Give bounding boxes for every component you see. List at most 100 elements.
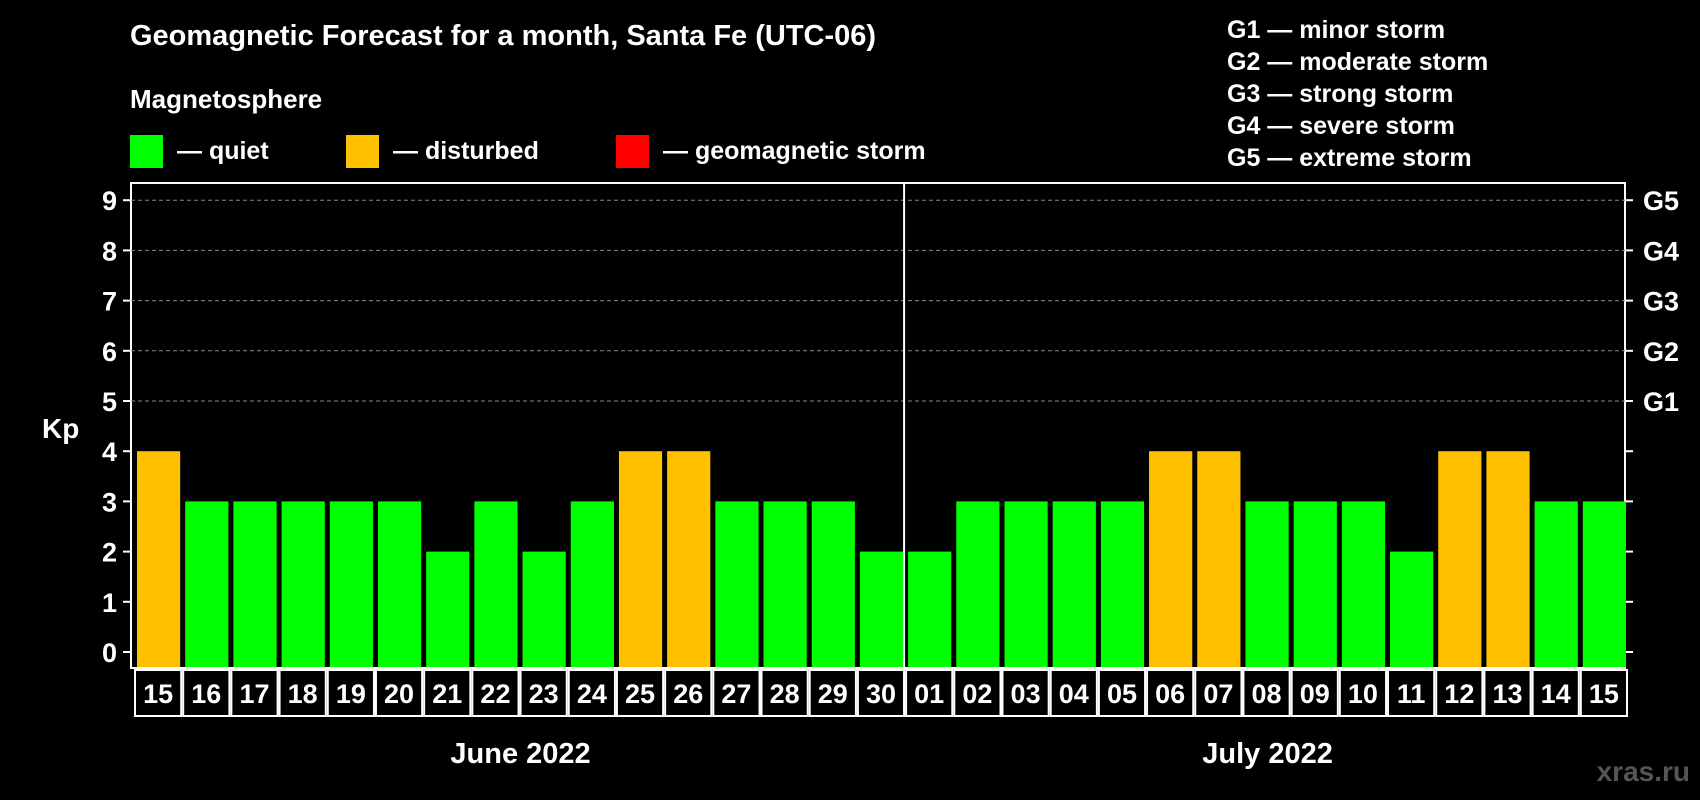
date-label: 24: [577, 679, 607, 709]
kp-bar: [570, 501, 614, 667]
date-label: 20: [384, 679, 414, 709]
storm-level-list: G1 — minor storm G2 — moderate storm G3 …: [1227, 14, 1488, 174]
date-label: 11: [1397, 679, 1426, 709]
kp-bar: [474, 501, 518, 667]
kp-bar: [956, 501, 1000, 667]
date-box: [712, 669, 761, 717]
kp-bar: [715, 501, 759, 667]
right-storm-label: G3: [1643, 287, 1679, 317]
storm-level-g5: G5 — extreme storm: [1227, 144, 1472, 172]
date-label: 25: [625, 679, 655, 709]
right-storm-label: G5: [1643, 186, 1679, 216]
date-label: 08: [1252, 679, 1282, 709]
plot-frame: [130, 182, 1626, 669]
date-label: 04: [1059, 679, 1089, 709]
kp-bar: [185, 501, 229, 667]
legend-disturbed: — disturbed: [346, 134, 539, 168]
kp-bar: [667, 451, 711, 667]
kp-bar: [1486, 451, 1530, 667]
date-box: [905, 669, 954, 717]
date-box: [664, 669, 713, 717]
kp-bar: [763, 501, 807, 667]
right-storm-label: G4: [1643, 236, 1679, 266]
y-tick-label: 7: [102, 287, 117, 317]
storm-level-g2: G2 — moderate storm: [1227, 48, 1489, 76]
date-label: 27: [721, 679, 751, 709]
date-box: [326, 669, 375, 717]
date-box: [134, 669, 183, 717]
watermark: xras.ru: [1596, 756, 1690, 787]
date-label: 09: [1300, 679, 1330, 709]
date-box: [182, 669, 231, 717]
date-box: [1290, 669, 1339, 717]
kp-bar: [811, 501, 855, 667]
y-tick-label: 1: [102, 588, 117, 618]
date-box: [1483, 669, 1532, 717]
storm-level-g4: G4 — severe storm: [1227, 112, 1455, 140]
kp-bar: [1004, 501, 1048, 667]
date-label: 21: [432, 679, 462, 709]
kp-bar: [1582, 501, 1626, 667]
date-label: 26: [673, 679, 703, 709]
date-box: [1001, 669, 1050, 717]
kp-bar: [1149, 451, 1193, 667]
month-label: July 2022: [1202, 738, 1333, 770]
disturbed-swatch-icon: [346, 134, 379, 168]
y-tick-label: 6: [102, 337, 117, 367]
y-axis-label: Kp: [42, 413, 79, 444]
kp-bar: [377, 501, 422, 667]
date-label: 15: [1589, 679, 1619, 709]
date-label: 13: [1492, 679, 1522, 709]
kp-bar: [1438, 451, 1482, 667]
kp-bar: [1052, 501, 1096, 667]
kp-bar: [329, 501, 373, 667]
month-label: June 2022: [450, 738, 590, 770]
date-box: [567, 669, 616, 717]
date-label: 10: [1348, 679, 1378, 709]
y-tick-label: 0: [102, 638, 117, 668]
legend-heading: Magnetosphere: [130, 84, 323, 114]
date-box: [1579, 669, 1628, 717]
chart-title: Geomagnetic Forecast for a month, Santa …: [130, 20, 877, 52]
date-label: 07: [1203, 679, 1233, 709]
date-box: [519, 669, 568, 717]
date-box: [1097, 669, 1147, 717]
date-box: [230, 669, 279, 717]
date-label: 19: [336, 679, 366, 709]
y-tick-label: 9: [102, 186, 117, 216]
legend-quiet-label: — quiet: [177, 136, 269, 165]
date-box: [1146, 669, 1195, 717]
kp-bar: [908, 551, 952, 667]
kp-bar: [1100, 501, 1145, 667]
date-box: [1435, 669, 1484, 717]
date-label: 30: [866, 679, 896, 709]
date-label: 02: [962, 679, 992, 709]
date-label: 16: [191, 679, 221, 709]
y-tick-label: 5: [102, 387, 117, 417]
kp-bar: [233, 501, 277, 667]
date-label: 03: [1011, 679, 1041, 709]
kp-bar: [281, 501, 325, 667]
kp-bar: [1245, 501, 1289, 667]
date-box: [1049, 669, 1098, 717]
date-box: [1387, 669, 1436, 717]
kp-bar: [618, 451, 663, 667]
y-tick-label: 8: [102, 236, 117, 266]
storm-level-g1: G1 — minor storm: [1227, 16, 1446, 44]
date-box: [471, 669, 520, 717]
date-label: 14: [1541, 679, 1571, 709]
date-label: 17: [239, 679, 269, 709]
date-box: [278, 669, 327, 717]
date-label: 15: [143, 679, 173, 709]
date-box: [615, 669, 665, 717]
date-label: 28: [770, 679, 800, 709]
storm-level-g3: G3 — strong storm: [1227, 80, 1454, 108]
date-box: [374, 669, 424, 717]
date-box: [1194, 669, 1243, 717]
date-label: 22: [480, 679, 510, 709]
date-box: [1531, 669, 1580, 717]
date-label: 29: [818, 679, 848, 709]
kp-bar: [859, 551, 904, 667]
quiet-swatch-icon: [130, 134, 163, 168]
